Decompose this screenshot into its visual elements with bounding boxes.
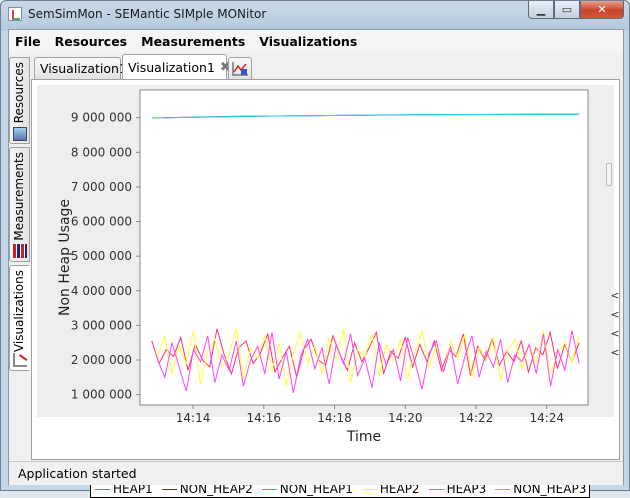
- chart-scroll-handle[interactable]: [606, 163, 612, 186]
- title-bar[interactable]: SemSimMon - SEMantic SIMple MONitor ▁ ▭ …: [1, 1, 629, 28]
- series-arrows: < < < <: [610, 286, 620, 362]
- side-tab-measurements[interactable]: Measurements: [9, 147, 30, 262]
- close-icon: ✕: [597, 3, 607, 16]
- tab-label: Visualization1: [128, 59, 215, 75]
- plot-area: [139, 89, 589, 406]
- y-tick-label: 2 000 000: [71, 353, 132, 367]
- measurements-icon: [13, 244, 27, 258]
- tab-label: Visualization1: [40, 61, 127, 76]
- x-axis-label: Time: [346, 429, 381, 445]
- x-tick-label: 14:18: [317, 411, 352, 425]
- y-tick-label: 5 000 000: [71, 249, 132, 263]
- close-button[interactable]: ✕: [580, 1, 624, 19]
- y-tick-label: 3 000 000: [71, 318, 132, 332]
- maximize-icon: ▭: [561, 3, 573, 16]
- java-app-icon: [8, 7, 22, 21]
- series-arrow-icon[interactable]: <: [610, 327, 620, 340]
- y-tick-label: 6 000 000: [71, 215, 132, 229]
- y-tick-label: 1 000 000: [71, 388, 132, 402]
- legend-swatch: [361, 488, 377, 490]
- resources-icon: [13, 127, 27, 141]
- series-line-heap3: [157, 330, 580, 393]
- series-arrow-icon[interactable]: <: [610, 289, 620, 302]
- visualizations-icon: [13, 353, 27, 367]
- side-tab-resources-label: Resources: [12, 62, 26, 124]
- menu-file[interactable]: File: [15, 33, 41, 49]
- menu-visualizations[interactable]: Visualizations: [259, 33, 358, 49]
- status-text: Application started: [18, 466, 137, 481]
- add-chart-icon: [232, 61, 248, 76]
- minimize-icon: ▁: [536, 3, 546, 16]
- legend-swatch: [161, 488, 177, 490]
- series-arrow-icon[interactable]: <: [610, 346, 620, 359]
- status-bar: Application started: [9, 461, 623, 485]
- y-axis-label: Non Heap Usage: [57, 199, 73, 316]
- menu-bar: File Resources Measurements Visualizatio…: [9, 30, 623, 52]
- menu-resources[interactable]: Resources: [54, 33, 128, 49]
- window-controls: ▁ ▭ ✕: [528, 1, 624, 20]
- menu-measurements[interactable]: Measurements: [141, 33, 246, 49]
- x-tick-label: 14:22: [459, 411, 494, 425]
- legend-swatch: [495, 488, 511, 490]
- x-tick-label: 14:16: [246, 411, 281, 425]
- x-tick-label: 14:20: [388, 411, 423, 425]
- side-tab-visualizations[interactable]: Visualizations: [9, 265, 30, 371]
- tab-close-icon[interactable]: ✖: [219, 59, 231, 75]
- new-visualization-tab-button[interactable]: [228, 57, 252, 79]
- y-tick-label: 7 000 000: [71, 180, 132, 194]
- y-tick-label: 8 000 000: [71, 145, 132, 159]
- main-panel: Visualization1 Visualization1 ✖ 1 000 00…: [31, 54, 620, 498]
- tab-visualization1-b[interactable]: Visualization1 ✖: [122, 54, 231, 79]
- side-tab-measurements-label: Measurements: [12, 152, 26, 241]
- visualization-content: 1 000 000 2 000 000 3 000 000 4 000 000 5 00…: [31, 79, 620, 498]
- side-tab-resources[interactable]: Resources: [9, 57, 30, 144]
- tab-visualization1-a[interactable]: Visualization1: [34, 57, 127, 79]
- x-tick-label: 14:14: [176, 411, 211, 425]
- legend-swatch: [95, 488, 110, 490]
- minimize-button[interactable]: ▁: [528, 1, 554, 19]
- visualization-tabs: Visualization1 Visualization1 ✖: [31, 54, 620, 79]
- client-area: File Resources Measurements Visualizatio…: [8, 29, 624, 498]
- x-tick-label: 14:24: [529, 411, 564, 425]
- line-chart: 1 000 000 2 000 000 3 000 000 4 000 000 5 00…: [37, 85, 614, 445]
- y-tick-label: 9 000 000: [71, 111, 132, 125]
- legend-swatch: [261, 488, 277, 490]
- window-title: SemSimMon - SEMantic SIMple MONitor: [28, 7, 267, 21]
- legend-swatch: [428, 488, 444, 490]
- series-arrow-icon[interactable]: <: [610, 308, 620, 321]
- side-tab-visualizations-label: Visualizations: [12, 270, 26, 353]
- maximize-button[interactable]: ▭: [554, 1, 580, 19]
- series-line-non-heap3: [163, 113, 580, 119]
- series-line-heap2: [157, 328, 580, 387]
- y-tick-label: 4 000 000: [71, 284, 132, 298]
